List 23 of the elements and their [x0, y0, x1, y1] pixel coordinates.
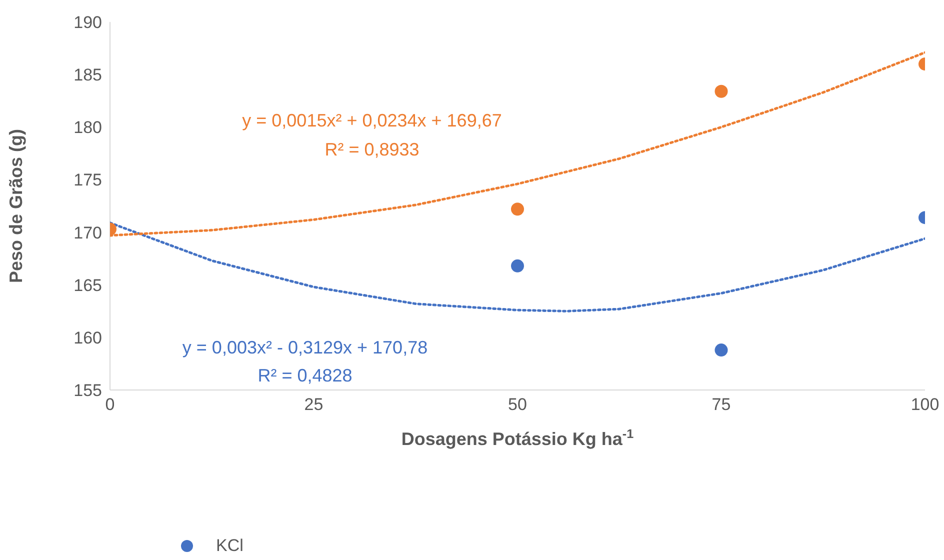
point: [511, 259, 524, 272]
annotation: R² = 0,8933: [324, 140, 420, 160]
x-tick-label: 100: [910, 395, 940, 414]
legend-label: KCl: [216, 536, 244, 556]
y-tick-label: 190: [74, 13, 102, 32]
line-series: [110, 222, 925, 312]
x-tick-label: 50: [508, 395, 527, 414]
y-tick-label: 155: [74, 381, 102, 400]
y-tick-label: 185: [74, 66, 102, 85]
y-tick-label: 160: [74, 328, 102, 348]
x-tick-label: 25: [304, 395, 324, 414]
y-tick-label: 165: [74, 276, 102, 295]
y-tick-label: 170: [74, 223, 102, 242]
y-tick-label: 180: [74, 118, 102, 138]
line-series: [110, 51, 925, 237]
x-tick-label: 75: [712, 395, 731, 414]
y-axis-title: Peso de Grãos (g): [6, 128, 26, 284]
y-tick-label: 175: [74, 170, 102, 190]
annotation: R² = 0,4828: [258, 366, 352, 386]
annotation: y = 0,0015x² + 0,0234x + 169,67: [242, 110, 502, 132]
x-axis-title: Dosagens Potássio Kg ha$^{-1}$: [401, 427, 634, 449]
x-tick-label: 0: [105, 395, 115, 414]
annotation: y = 0,003x² - 0,3129x + 170,78: [182, 338, 428, 358]
